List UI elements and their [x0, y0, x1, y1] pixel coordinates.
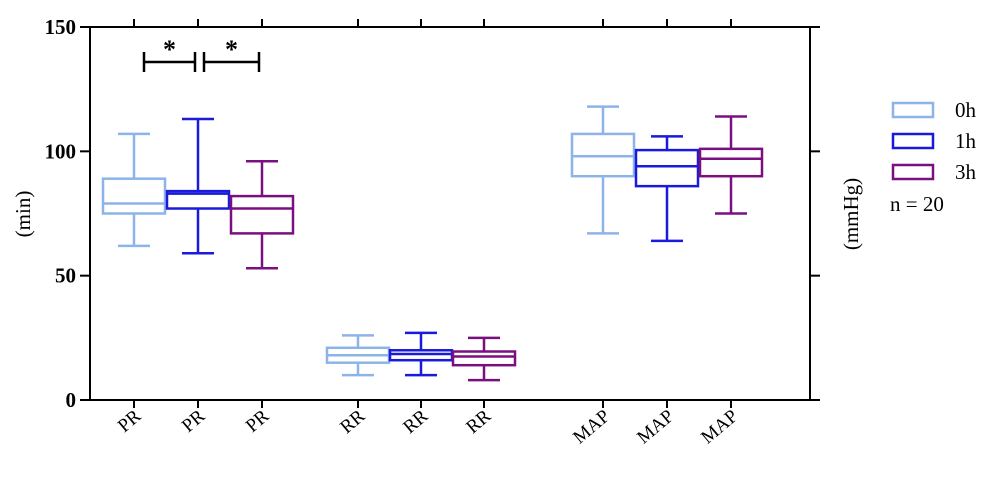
legend: 0h 1h 3h n = 20: [890, 98, 977, 216]
legend-label: 1h: [955, 129, 977, 153]
significance-label: *: [163, 35, 176, 64]
significance-label: *: [225, 35, 238, 64]
box-iqr: [165, 189, 231, 210]
legend-swatch: [891, 163, 935, 181]
y-tick-label: 150: [45, 15, 77, 39]
x-tick-label: MAP: [697, 406, 742, 449]
x-tick-label: MAP: [633, 406, 678, 449]
box-iqr: [101, 177, 167, 215]
legend-swatch: [891, 132, 935, 150]
x-tick-label: MAP: [569, 406, 614, 449]
y-tick-label: 100: [45, 139, 77, 163]
box-iqr: [634, 148, 700, 188]
y-tick-label: 0: [66, 388, 77, 412]
legend-swatch: [891, 101, 935, 119]
x-tick-label: RR: [399, 406, 432, 439]
y-axis-label-right: (mmHg): [839, 178, 863, 250]
x-tick-label: RR: [336, 406, 369, 439]
box-iqr: [451, 350, 517, 367]
x-tick-label: PR: [178, 406, 210, 437]
legend-note: n = 20: [890, 192, 944, 216]
y-tick-label: 50: [55, 264, 76, 288]
box-iqr: [698, 147, 764, 178]
x-tick-label: PR: [114, 406, 146, 437]
x-tick-label: PR: [242, 406, 274, 437]
legend-label: 3h: [955, 160, 977, 184]
x-tick-label: RR: [462, 406, 495, 439]
y-axis-label-left: (min): [11, 191, 35, 238]
legend-label: 0h: [955, 98, 977, 122]
box-iqr: [229, 194, 295, 235]
